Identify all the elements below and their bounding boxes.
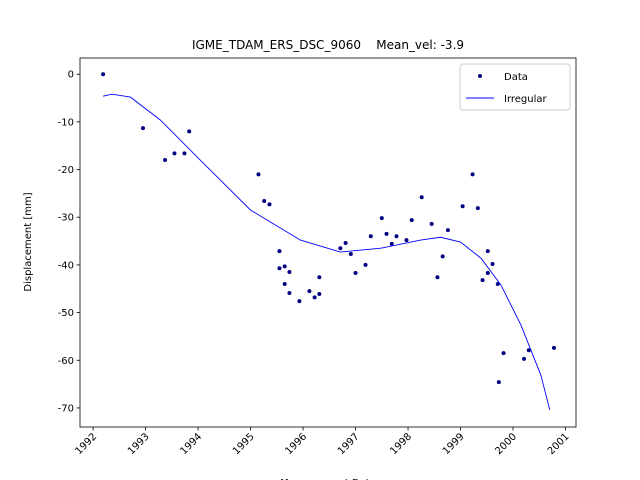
data-point (363, 262, 368, 267)
data-point (338, 246, 343, 251)
data-point (460, 204, 465, 209)
fit-line (102, 93, 551, 410)
data-point (429, 221, 434, 226)
data-point (182, 151, 187, 156)
data-point (353, 271, 358, 276)
data-point (495, 281, 500, 286)
data-point (485, 271, 490, 276)
x-tick-label: 2001 (546, 431, 572, 457)
x-tick-label: 1995 (231, 431, 257, 457)
data-point (440, 254, 445, 259)
y-axis-label: Displacement [mm] (23, 192, 34, 291)
data-point (490, 261, 495, 266)
data-point (485, 249, 490, 254)
data-point (475, 206, 480, 211)
data-point (522, 356, 527, 361)
data-point (287, 270, 292, 275)
y-tick-label: -60 (58, 356, 74, 367)
data-point (163, 158, 168, 163)
x-axis-label: Measurement Date (280, 478, 376, 480)
data-point (287, 291, 292, 296)
x-tick-label: 1999 (441, 431, 467, 457)
data-point (297, 299, 302, 304)
data-point (312, 295, 317, 300)
x-tick-label: 1993 (126, 431, 152, 457)
data-point (384, 231, 389, 236)
data-point (445, 228, 450, 233)
data-point (140, 126, 145, 131)
data-point (419, 195, 424, 200)
data-point (435, 275, 440, 280)
data-point (404, 238, 409, 243)
y-tick-label: -50 (58, 308, 74, 319)
y-tick-label: -40 (58, 260, 74, 271)
data-point (526, 348, 531, 353)
legend-label: Irregular (504, 94, 548, 105)
data-point (394, 234, 399, 239)
y-tick-label: -20 (58, 165, 74, 176)
y-tick-label: 0 (68, 70, 74, 81)
data-point (317, 291, 322, 296)
legend-label: Data (504, 72, 528, 83)
y-tick-label: -30 (58, 213, 74, 224)
data-point (389, 241, 394, 246)
data-point (172, 151, 177, 156)
x-tick-label: 1994 (178, 431, 204, 457)
data-point (317, 275, 322, 280)
data-point (551, 345, 556, 350)
x-tick-label: 1992 (73, 431, 99, 457)
data-point (267, 202, 272, 207)
data-point (379, 216, 384, 221)
data-point (470, 172, 475, 177)
legend-box (459, 63, 571, 111)
x-tick-label: 1996 (283, 431, 309, 457)
data-point (277, 266, 282, 271)
data-point (282, 264, 287, 269)
data-point (277, 249, 282, 254)
data-point (307, 289, 312, 294)
data-point (480, 278, 485, 283)
data-point (262, 199, 267, 204)
x-tick-label: 2000 (493, 431, 519, 457)
data-point (282, 281, 287, 286)
data-point (101, 72, 106, 77)
data-point (348, 251, 353, 256)
data-point (368, 234, 373, 239)
x-tick-label: 1998 (388, 431, 414, 457)
data-point (501, 351, 506, 356)
data-point (187, 129, 192, 134)
plot-frame (79, 57, 577, 428)
chart-title: IGME_TDAM_ERS_DSC_9060 Mean_vel: -3.9 (192, 38, 464, 52)
y-tick-label: -70 (58, 403, 74, 414)
data-point (409, 218, 414, 223)
data-point (256, 172, 261, 177)
legend-marker (478, 74, 482, 78)
data-point (496, 380, 501, 385)
y-tick-label: -10 (58, 117, 74, 128)
x-tick-label: 1997 (336, 431, 362, 457)
data-point (343, 240, 348, 245)
